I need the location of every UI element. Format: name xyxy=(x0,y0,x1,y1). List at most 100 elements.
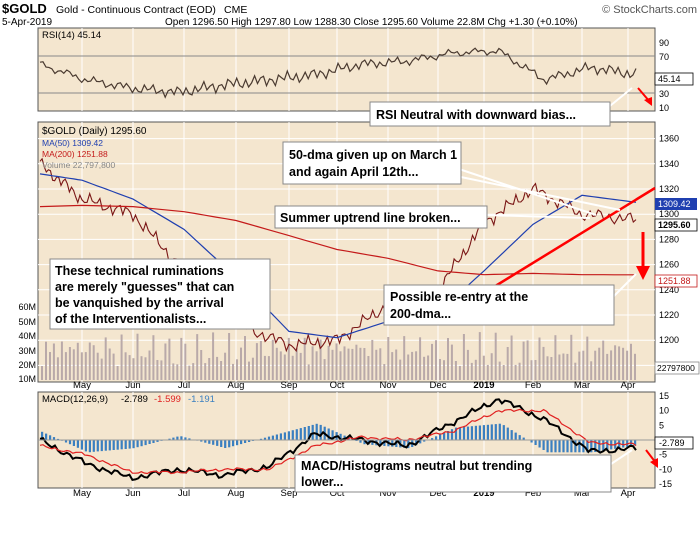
macd-histogram-bar xyxy=(117,440,119,450)
macd-histogram-bar xyxy=(280,433,282,440)
volume-tick-label: 30M xyxy=(18,346,36,356)
volume-bar xyxy=(336,343,338,380)
macd-histogram-bar xyxy=(216,440,218,446)
volume-bar xyxy=(399,360,401,380)
volume-bar xyxy=(328,346,330,380)
volume-bar xyxy=(550,357,552,380)
annotation-rumination: These technical ruminations are merely "… xyxy=(50,259,270,329)
volume-bar xyxy=(324,359,326,380)
volume-bar xyxy=(578,352,580,380)
volume-bar xyxy=(340,351,342,380)
volume-bar xyxy=(507,347,509,380)
macd-histogram-bar xyxy=(240,440,242,444)
macd-histogram-bar xyxy=(149,440,151,444)
volume-bar xyxy=(367,356,369,380)
volume-bar xyxy=(634,354,636,380)
volume-bar xyxy=(232,364,234,380)
volume-bar xyxy=(391,352,393,380)
volume-bar xyxy=(566,354,568,380)
macd-histogram-bar xyxy=(176,437,178,440)
macd-tick-label: 15 xyxy=(659,391,669,401)
legend-ma200: MA(200) 1251.88 xyxy=(42,149,108,159)
macd-signal-value: -1.599 xyxy=(154,394,181,405)
volume-bar xyxy=(586,337,588,380)
watermark: © StockCharts.com xyxy=(602,4,697,16)
rsi-note: RSI Neutral with downward bias... xyxy=(376,108,576,122)
volume-bar xyxy=(403,336,405,380)
volume-bar xyxy=(133,358,135,380)
volume-bar xyxy=(407,355,409,381)
volume-bar xyxy=(359,348,361,380)
volume-bar xyxy=(344,346,346,380)
rumination-line-2: are merely "guesses" that can xyxy=(55,280,234,294)
volume-bar xyxy=(284,355,286,381)
volume-bar xyxy=(152,335,154,380)
macd-histogram-bar xyxy=(208,440,210,444)
volume-bar xyxy=(379,348,381,380)
volume-bar xyxy=(558,355,560,381)
volume-bar xyxy=(527,340,529,380)
rsi-tick-10: 10 xyxy=(659,103,669,113)
volume-bar xyxy=(61,342,63,381)
volume-bar xyxy=(49,352,51,380)
ma50-tag-text: 1309.42 xyxy=(658,199,691,209)
macd-histogram-bar xyxy=(276,435,278,441)
volume-bar xyxy=(208,358,210,380)
volume-bar xyxy=(117,366,119,380)
volume-bar xyxy=(252,358,254,380)
volume-bar xyxy=(610,350,612,380)
macd-label: MACD(12,26,9) xyxy=(42,394,108,405)
macd-histogram-bar xyxy=(137,440,139,447)
volume-bar xyxy=(125,352,127,380)
volume-bar xyxy=(594,351,596,380)
volume-bar xyxy=(614,345,616,380)
volume-bar xyxy=(228,333,230,380)
macd-histogram-bar xyxy=(109,440,111,450)
volume-bar xyxy=(523,342,525,380)
macd-histogram-bar xyxy=(547,440,549,452)
macd-histogram-bar xyxy=(491,424,493,440)
macd-histogram-bar xyxy=(543,440,545,450)
close-tag-text: 1295.60 xyxy=(658,220,691,230)
macd-histogram-bar xyxy=(467,427,469,440)
month-tick-label: May xyxy=(73,380,91,391)
volume-bar xyxy=(431,344,433,380)
volume-bar xyxy=(224,353,226,380)
rumination-line-1: These technical ruminations xyxy=(55,264,224,278)
macd-tick-label: -15 xyxy=(659,479,672,489)
volume-bar xyxy=(491,353,493,380)
macd-histogram-bar xyxy=(133,440,135,448)
macd-histogram-bar xyxy=(487,425,489,440)
trend-note: Summer uptrend line broken... xyxy=(280,211,461,225)
volume-bar xyxy=(375,350,377,380)
macd-histogram-bar xyxy=(479,426,481,441)
volume-bar xyxy=(81,352,83,380)
volume-bar xyxy=(439,359,441,380)
volume-bar xyxy=(316,351,318,380)
volume-bar xyxy=(495,333,497,380)
macd-histogram-bar xyxy=(515,433,517,440)
month-tick-label: Mar xyxy=(574,380,590,391)
volume-bar xyxy=(192,363,194,380)
volume-bar xyxy=(53,344,55,381)
macd-hist-value: -1.191 xyxy=(188,394,215,405)
macd-tick-label: -10 xyxy=(659,464,672,474)
month-tick-label: Dec xyxy=(430,380,447,391)
volume-bar xyxy=(236,359,238,380)
macd-histogram-bar xyxy=(439,435,441,441)
volume-bar xyxy=(216,357,218,380)
volume-bar xyxy=(113,354,115,380)
volume-bar xyxy=(383,364,385,380)
macd-histogram-bar xyxy=(304,427,306,440)
macd-histogram-bar xyxy=(499,424,501,440)
volume-bar xyxy=(109,349,111,381)
macd-histogram-bar xyxy=(101,440,103,451)
volume-bar xyxy=(471,363,473,380)
volume-bar xyxy=(447,338,449,380)
volume-bar xyxy=(296,348,298,380)
price-tick-label: 1300 xyxy=(659,209,679,219)
volume-bar xyxy=(423,357,425,380)
volume-bar xyxy=(164,344,166,381)
rsi-value-tag-text: 45.14 xyxy=(658,74,681,84)
